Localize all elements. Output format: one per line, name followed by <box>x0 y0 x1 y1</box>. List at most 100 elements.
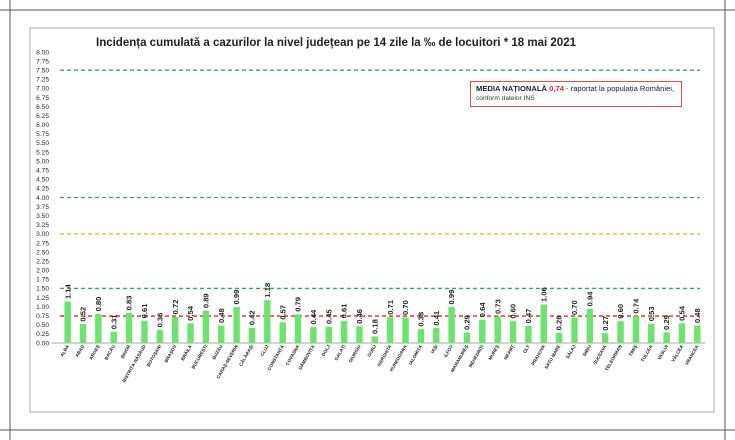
y-tick-label: 3.00 <box>36 231 49 238</box>
x-tick-label: HARGHITA <box>376 343 393 367</box>
data-label: 0.99 <box>447 290 456 305</box>
bar <box>141 320 148 343</box>
y-tick-label: 4.25 <box>36 186 49 193</box>
x-tick-label: NEAMȚ <box>503 344 516 361</box>
y-tick-label: 2.50 <box>36 249 49 256</box>
y-tick-label: 3.50 <box>36 213 49 220</box>
y-tick-label: 0.50 <box>36 322 49 329</box>
bar <box>156 329 164 343</box>
bar <box>264 300 271 343</box>
bar <box>356 326 363 343</box>
data-label: 0.45 <box>324 309 333 325</box>
data-label: 0.47 <box>524 309 533 324</box>
bar <box>632 316 640 343</box>
note-prefix: MEDIA NAȚIONALĂ <box>476 84 548 93</box>
y-tick-label: 7.00 <box>36 86 49 93</box>
x-tick-label: CONSTANȚA <box>266 343 285 371</box>
data-label: 0.83 <box>125 296 134 311</box>
y-tick-label: 2.75 <box>36 240 49 247</box>
x-tick-label: TELEORMAN <box>604 343 623 371</box>
x-tick-label: BACĂU <box>103 343 117 361</box>
x-tick-label: COVASNA <box>285 343 301 366</box>
bar <box>79 324 87 343</box>
y-axis: 0.00 0.25 0.50 0.75 1.00 1.25 1.50 1.75 2.00 2.25… <box>36 49 705 347</box>
bar <box>494 316 501 343</box>
data-label: 0.72 <box>171 300 180 315</box>
bar <box>448 306 455 343</box>
y-tick-label: 6.00 <box>36 122 49 129</box>
data-label: 0.36 <box>155 313 164 328</box>
data-label: 0.38 <box>416 312 425 327</box>
x-tick-label: BRAȘOV <box>163 343 178 364</box>
data-label: 0.48 <box>217 308 226 323</box>
y-tick-label: 5.75 <box>36 131 49 138</box>
x-tick-label: CLUJ <box>259 344 270 357</box>
data-label: 0.60 <box>616 304 625 319</box>
x-tick-label: TULCEA <box>640 343 654 362</box>
x-tick-label: CĂLĂRAȘI <box>237 344 255 368</box>
x-tick-label: BRĂILA <box>179 343 193 362</box>
data-label: 0.61 <box>140 303 149 319</box>
note-line-2: conform datelor INS <box>476 95 535 102</box>
y-tick-label: 6.50 <box>36 104 49 111</box>
x-tick-label: MEHEDINȚI <box>468 344 485 368</box>
x-tick-label: ARGEȘ <box>88 344 101 361</box>
note-value: 0,74 <box>549 84 564 93</box>
x-tick-label: SIBIU <box>582 343 593 357</box>
data-label: 0.70 <box>401 300 410 315</box>
y-tick-label: 7.25 <box>36 77 49 84</box>
x-tick-label: ILFOV <box>443 343 455 358</box>
y-tick-label: 8.00 <box>36 49 49 56</box>
x-tick-label: SUCEAVA <box>592 343 608 365</box>
bar <box>95 313 102 343</box>
bar <box>248 327 256 343</box>
data-label: 0.18 <box>370 319 379 334</box>
y-tick-label: 6.75 <box>36 95 49 102</box>
x-tick-label: OLT <box>522 344 531 354</box>
y-tick-label: 2.25 <box>36 258 49 265</box>
y-tick-label: 0.00 <box>36 340 49 347</box>
x-tick-label: VÂLCEA <box>670 343 685 363</box>
bar <box>601 333 609 343</box>
bar <box>479 319 486 343</box>
bar <box>648 323 655 343</box>
y-tick-label: 2.00 <box>36 268 49 275</box>
data-label: 0.54 <box>186 305 195 321</box>
x-tick-label: GIURGIU <box>348 343 362 363</box>
bar <box>233 306 240 343</box>
data-label: 0.29 <box>662 315 671 330</box>
bar <box>187 323 194 343</box>
bar <box>663 332 670 343</box>
y-tick-label: 1.75 <box>36 277 49 284</box>
bar <box>325 326 332 343</box>
y-tick-label: 1.25 <box>36 295 49 302</box>
data-label: 0.57 <box>278 305 287 320</box>
y-tick-label: 0.75 <box>36 313 49 320</box>
y-tick-label: 4.50 <box>36 177 49 184</box>
x-axis: ALBA ARAD ARGEȘ BACĂU BIHORBISTRIȚA-NĂSĂUDBO… <box>59 343 700 383</box>
bar <box>64 301 71 343</box>
bar <box>463 332 471 343</box>
data-label: 0.73 <box>493 299 502 314</box>
reference-lines <box>60 69 700 317</box>
bar <box>617 321 624 343</box>
x-tick-label: BOTOȘANI <box>146 344 163 368</box>
x-tick-label: SATU MARE <box>544 344 562 370</box>
x-tick-label: DOLJ <box>321 344 332 357</box>
bar <box>525 325 532 343</box>
bar <box>279 322 286 343</box>
bar <box>386 317 394 343</box>
data-label: 0.48 <box>693 308 702 323</box>
data-label: 1.06 <box>539 287 548 302</box>
outer-border <box>9 9 726 431</box>
data-label: 0.70 <box>570 300 579 315</box>
x-tick-label: MUREȘ <box>487 344 500 361</box>
chart-area-border <box>29 27 715 413</box>
y-tick-label: 1.50 <box>36 286 49 293</box>
data-label: 0.71 <box>386 299 395 315</box>
chart-title: Incidența cumulată a cazurilor la nivel … <box>96 37 577 49</box>
note-line-1: MEDIA NAȚIONALĂ 0,74 - raportat la popul… <box>476 84 676 94</box>
data-label: 1.18 <box>263 283 272 298</box>
data-label: 0.41 <box>432 310 441 326</box>
